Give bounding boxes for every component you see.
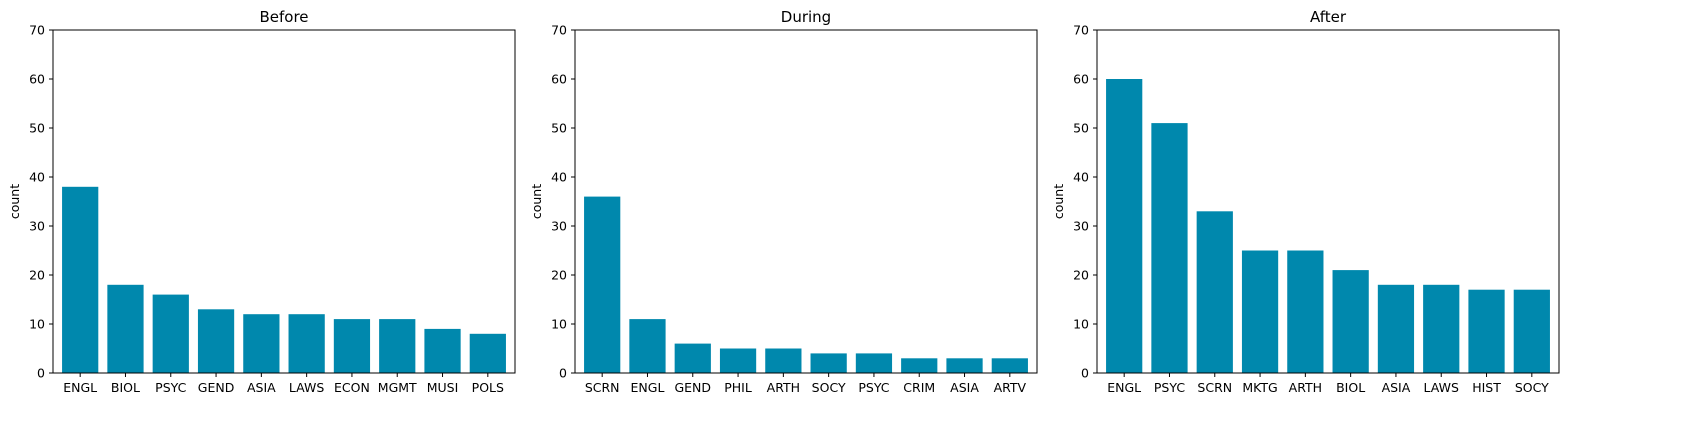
x-tick-label: ARTV [994, 380, 1027, 395]
y-tick-label: 30 [29, 219, 45, 234]
y-axis-title: count [1051, 184, 1066, 219]
x-tick-label: GEND [198, 380, 235, 395]
bar-musi [424, 328, 461, 373]
bar-scrn [1196, 211, 1233, 373]
bar-phil [719, 348, 757, 373]
y-tick-label: 70 [1073, 23, 1089, 38]
x-tick-label: ENGL [631, 380, 665, 395]
chart-panel-0: ENGL BIOL PSYC GEND ASIA LAWS ECON MGMT MUSI POLS… [7, 8, 516, 395]
x-tick-label: LAWS [289, 380, 324, 395]
bar-gend [674, 343, 711, 373]
bar-hist [1468, 289, 1505, 373]
y-tick-label: 50 [1073, 121, 1089, 136]
x-tick-label: PSYC [858, 380, 889, 395]
panel-title: Before [259, 8, 308, 26]
y-tick-label: 10 [29, 317, 45, 332]
y-tick-label: 30 [1073, 219, 1089, 234]
bar-mgmt [379, 319, 416, 373]
y-axis-title: count [7, 184, 22, 219]
x-tick-label: SCRN [585, 380, 620, 395]
y-tick-label: 50 [29, 121, 45, 136]
y-tick-label: 20 [29, 268, 45, 283]
bar-artv [991, 358, 1028, 373]
bar-biol [107, 284, 144, 373]
y-tick-label: 40 [29, 170, 45, 185]
x-tick-label: ECON [334, 380, 370, 395]
x-tick-label: CRIM [903, 380, 935, 395]
bar-socy [810, 353, 847, 373]
y-tick-label: 0 [1081, 366, 1089, 381]
bar-laws [1423, 284, 1460, 373]
x-tick-label: ASIA [247, 380, 276, 395]
y-tick-label: 60 [1073, 72, 1089, 87]
bar-arth [765, 348, 802, 373]
y-tick-label: 40 [1073, 170, 1089, 185]
bar-arth [1287, 250, 1324, 373]
y-tick-label: 10 [551, 317, 567, 332]
x-tick-label: ARTH [1289, 380, 1322, 395]
plot-frame [52, 29, 516, 374]
x-tick-label: PSYC [155, 380, 186, 395]
y-tick-label: 20 [551, 268, 567, 283]
y-tick-label: 60 [29, 72, 45, 87]
bar-asia [243, 314, 280, 373]
panel-title: During [781, 8, 831, 26]
bar-econ [333, 319, 371, 373]
x-tick-label: BIOL [1336, 380, 1365, 395]
chart-panel-1: SCRN ENGL GEND PHIL ARTH SOCY PSYC CRIM ASIA ARTV… [529, 8, 1038, 395]
bar-psyc [855, 353, 893, 373]
bar-biol [1332, 270, 1369, 373]
x-tick-label: ENGL [63, 380, 97, 395]
x-tick-label: ASIA [950, 380, 979, 395]
bar-psyc [152, 294, 189, 373]
bar-gend [197, 309, 235, 373]
bar-crim [901, 358, 938, 373]
y-tick-label: 0 [37, 366, 45, 381]
bar-mktg [1241, 250, 1279, 373]
x-tick-label: MGMT [378, 380, 417, 395]
bar-scrn [584, 196, 621, 373]
y-tick-label: 60 [551, 72, 567, 87]
chart-panel-2: ENGL PSYC SCRN MKTG ARTH BIOL ASIA LAWS HIST SOCY… [1051, 8, 1560, 395]
y-tick-label: 0 [559, 366, 567, 381]
panel-title: After [1310, 8, 1347, 26]
x-tick-label: MUSI [427, 380, 459, 395]
x-tick-label: GEND [674, 380, 711, 395]
plot-frame [1096, 29, 1560, 374]
x-tick-label: MKTG [1242, 380, 1277, 395]
bar-asia [1377, 284, 1415, 373]
plot-frame [574, 29, 1038, 374]
x-tick-label: PSYC [1154, 380, 1185, 395]
y-tick-label: 10 [1073, 317, 1089, 332]
bar-engl [629, 319, 666, 373]
y-tick-label: 40 [551, 170, 567, 185]
y-tick-label: 20 [1073, 268, 1089, 283]
x-tick-label: POLS [472, 380, 504, 395]
x-tick-label: HIST [1472, 380, 1501, 395]
bar-asia [946, 358, 983, 373]
y-tick-label: 30 [551, 219, 567, 234]
x-tick-label: SCRN [1197, 380, 1232, 395]
x-tick-label: ARTH [767, 380, 800, 395]
x-tick-label: BIOL [111, 380, 140, 395]
y-axis-title: count [529, 184, 544, 219]
x-tick-label: LAWS [1424, 380, 1459, 395]
x-tick-label: ASIA [1382, 380, 1411, 395]
x-tick-label: SOCY [812, 380, 846, 395]
bar-engl [62, 186, 99, 373]
y-tick-label: 50 [551, 121, 567, 136]
x-tick-label: ENGL [1107, 380, 1141, 395]
bar-psyc [1151, 123, 1188, 373]
bar-engl [1106, 79, 1143, 373]
y-tick-label: 70 [551, 23, 567, 38]
bar-laws [288, 314, 325, 373]
bar-pols [469, 333, 506, 373]
x-tick-label: PHIL [724, 380, 752, 395]
x-tick-label: SOCY [1515, 380, 1549, 395]
bar-socy [1513, 289, 1550, 373]
y-tick-label: 70 [29, 23, 45, 38]
